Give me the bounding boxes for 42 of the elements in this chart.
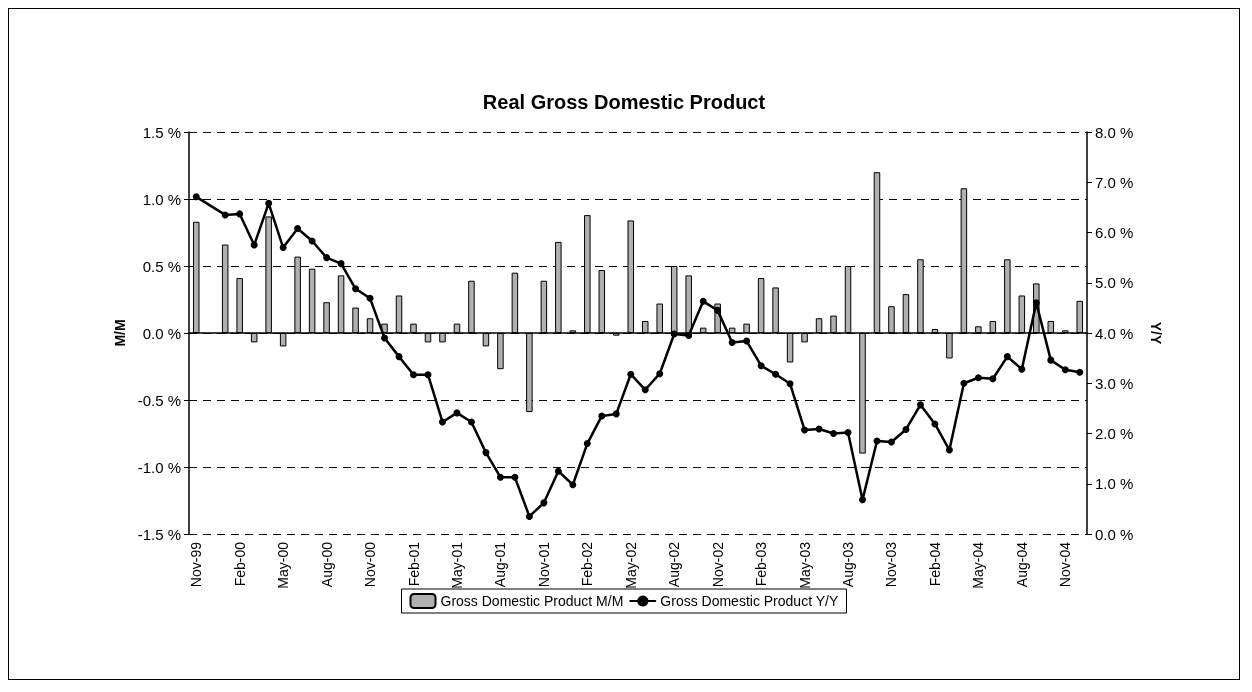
x-tick-label: Aug-00: [318, 541, 335, 588]
x-tick-label: Nov-02: [709, 541, 726, 588]
x-tick-label: Feb-00: [231, 541, 248, 587]
legend-label: Gross Domestic Product M/M: [440, 593, 624, 609]
x-tick-label: May-01: [448, 541, 465, 589]
x-tick-label: Nov-01: [535, 541, 552, 588]
y-axis-title: M/M: [111, 319, 128, 347]
x-tick-label: Nov-03: [883, 541, 900, 588]
y-tick-label: 1.0 %: [142, 190, 181, 208]
x-tick-label: Feb-03: [753, 541, 770, 587]
y-tick-label: -1.0 %: [137, 458, 181, 476]
x-tick-label: May-00: [275, 541, 292, 589]
x-tick-label: May-03: [796, 541, 813, 589]
y-tick-label: -0.5 %: [137, 391, 181, 409]
y2-tick-label: 1.0 %: [1095, 475, 1134, 493]
y2-tick-label: 5.0 %: [1095, 274, 1134, 292]
x-tick-label: Aug-04: [1013, 541, 1030, 588]
y2-tick-label: 4.0 %: [1095, 324, 1134, 342]
x-tick-label: Feb-04: [926, 541, 943, 587]
y2-tick-label: 8.0 %: [1095, 123, 1134, 141]
x-tick-label: Nov-99: [188, 541, 205, 588]
x-tick-label: Aug-01: [492, 541, 509, 588]
x-tick-label: Feb-01: [405, 541, 422, 587]
x-tick-label: Nov-00: [362, 541, 379, 588]
y2-tick-label: 3.0 %: [1095, 374, 1134, 392]
x-tick-label: May-02: [622, 541, 639, 589]
y-tick-label: 0.5 %: [142, 257, 181, 275]
x-tick-label: Feb-02: [579, 541, 596, 587]
x-tick-label: Aug-03: [840, 541, 857, 588]
y2-axis-title: Y/Y: [1148, 321, 1164, 345]
y2-tick-label: 0.0 %: [1095, 525, 1134, 543]
y2-tick-label: 6.0 %: [1095, 224, 1134, 241]
x-tick-label: Nov-04: [1057, 541, 1074, 588]
x-tick-label: Aug-02: [666, 541, 683, 588]
x-tick-label: May-04: [970, 541, 987, 589]
y-tick-label: 1.5 %: [142, 123, 181, 141]
y-tick-label: 0.0 %: [142, 324, 181, 342]
chart-title: Real Gross Domestic Product: [482, 91, 766, 113]
y-tick-label: -1.5 %: [137, 525, 181, 543]
legend-label: Gross Domestic Product Y/Y: [660, 593, 839, 609]
y2-tick-label: 7.0 %: [1095, 173, 1134, 191]
y2-tick-label: 2.0 %: [1095, 425, 1134, 442]
